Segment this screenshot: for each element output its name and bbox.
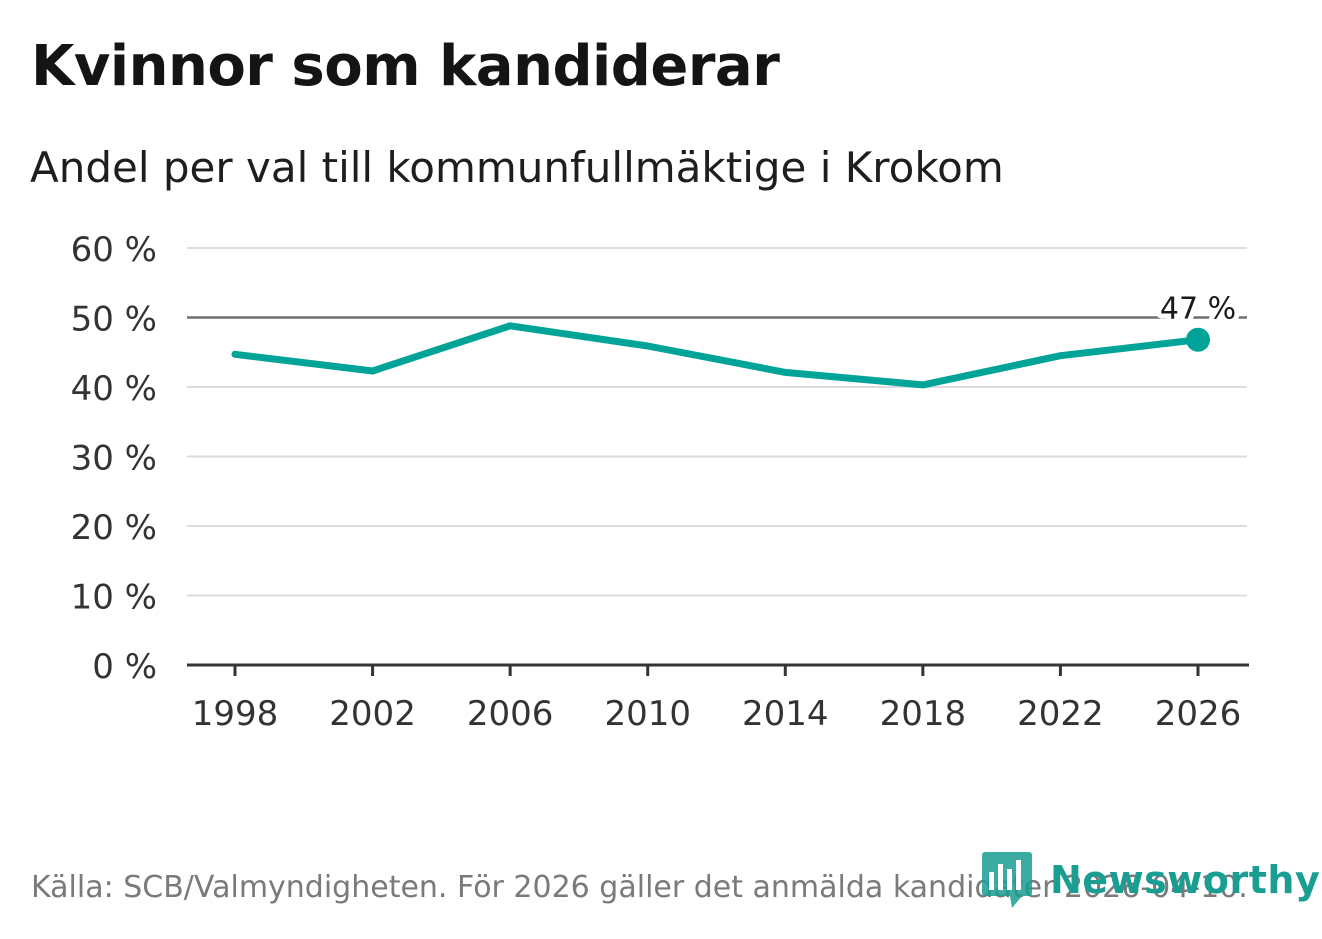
end-label-halo: 47 % [1160, 292, 1236, 327]
y-tick-label: 0 % [92, 647, 157, 687]
x-tick-label: 2006 [467, 694, 554, 734]
y-tick-label: 60 % [71, 230, 157, 270]
x-axis-labels: 1998 2002 2006 2010 2014 2018 2022 2026 [192, 694, 1242, 734]
brand-name: Newsworthy [1050, 858, 1321, 902]
series-group [231, 322, 1210, 389]
x-tick-label: 2002 [329, 694, 416, 734]
data-labels: 47 %47 % [1155, 287, 1241, 332]
brand-logo: Newsworthy [982, 849, 1320, 911]
source-note: Källa: SCB/Valmyndigheten. För 2026 gäll… [31, 870, 1248, 905]
gridlines [187, 247, 1247, 597]
y-tick-label: 50 % [71, 300, 157, 340]
y-tick-label: 40 % [71, 369, 157, 409]
x-tick-label: 2010 [604, 694, 691, 734]
y-tick-label: 20 % [71, 508, 157, 548]
y-tick-label: 10 % [71, 578, 157, 618]
last-point-marker [1186, 327, 1210, 352]
x-tick-label: 1998 [192, 694, 279, 734]
chart-subtitle: Andel per val till kommunfullmäktige i K… [30, 143, 1004, 192]
bar-chart-logo-icon [982, 852, 1032, 908]
x-tick-label: 2014 [742, 694, 829, 734]
chart-title: Kvinnor som kandiderar [31, 34, 780, 99]
x-tick-label: 2022 [1017, 694, 1104, 734]
y-axis-labels: 0 % 10 % 20 % 30 % 40 % 50 % 60 % [71, 230, 157, 687]
x-tick-label: 2018 [880, 694, 967, 734]
x-axis [187, 663, 1249, 676]
y-tick-label: 30 % [71, 439, 157, 479]
x-tick-label: 2026 [1155, 694, 1242, 734]
series-line [231, 322, 1202, 389]
end-value-label: 47 % [1160, 292, 1236, 327]
